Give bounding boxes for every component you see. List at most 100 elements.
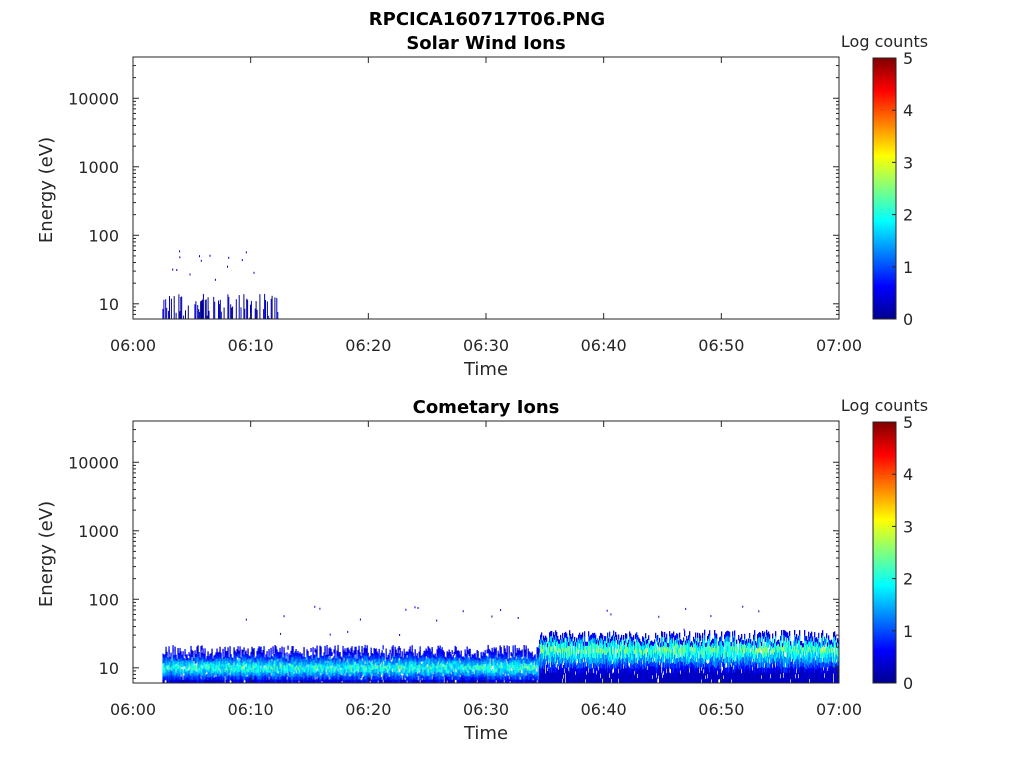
heatmap-cell [621,644,623,650]
heatmap-cell [240,670,242,674]
heatmap-cell [182,679,184,683]
heatmap-cell [676,638,678,644]
heatmap-cell [517,650,519,654]
heatmap-cell [182,657,184,662]
heatmap-cell [604,640,606,647]
heatmap-cell [387,657,389,662]
heatmap-cell [649,651,651,656]
heatmap-cell [608,638,610,644]
heatmap-cell [668,679,670,683]
heatmap-cell [608,651,610,657]
heatmap-cell [378,671,380,676]
heatmap-cell [221,668,223,672]
heatmap-cell [369,655,371,660]
heatmap-cell [580,668,582,674]
heatmap-cell [199,255,200,258]
heatmap-cell [518,658,520,663]
heatmap-cell [499,671,501,677]
heatmap-cell [213,655,215,659]
heatmap-cell [401,670,403,675]
heatmap-cell [556,642,558,648]
heatmap-cell [227,668,229,673]
heatmap-cell [328,679,330,683]
heatmap-cell [301,680,303,683]
heatmap-cell [171,680,173,683]
heatmap-cell [191,649,193,654]
heatmap-cell [371,656,373,661]
y-tick-label: 10000 [68,89,119,108]
heatmap-cell [205,677,207,681]
heatmap-cell [380,664,382,669]
heatmap-cell [403,676,405,681]
heatmap-cell [574,678,576,683]
heatmap-cell [186,674,188,678]
heatmap-cell [366,645,368,650]
heatmap-cell [403,679,405,683]
heatmap-cell [324,660,326,666]
heatmap-cell [481,661,483,665]
heatmap-cell [440,649,442,654]
heatmap-cell [315,679,317,683]
heatmap-cell [493,647,495,652]
heatmap-cell [555,646,557,652]
heatmap-cell [634,649,636,655]
heatmap-cell [182,660,184,665]
heatmap-cell [262,669,264,674]
heatmap-cell [568,662,570,668]
heatmap-cell [390,677,392,681]
heatmap-cell [210,665,212,669]
heatmap-cell [558,648,560,653]
heatmap-cell [647,656,649,662]
heatmap-cell [442,660,444,664]
heatmap-cell [328,648,330,653]
heatmap-cell [630,643,632,649]
heatmap-cell [342,645,344,651]
heatmap-cell [253,655,255,660]
heatmap-cell [541,637,543,644]
heatmap-cell [373,648,375,653]
panel-title: Solar Wind Ions [406,33,565,54]
heatmap-cell [222,672,224,677]
heatmap-cell [602,634,604,641]
heatmap-cell [186,654,188,658]
heatmap-cell [289,674,291,678]
heatmap-cell [463,677,465,682]
heatmap-cell [287,679,289,683]
heatmap-cell [175,666,177,670]
heatmap-cell [221,666,223,669]
heatmap-cell [573,649,575,655]
heatmap-cell [332,680,334,683]
heatmap-cell [169,296,170,319]
heatmap-cell [476,663,478,668]
heatmap-cell [567,655,569,661]
heatmap-cell [303,672,305,677]
heatmap-cell [645,668,647,674]
heatmap-cell [488,659,490,664]
heatmap-cell [504,679,506,683]
heatmap-cell [348,649,350,654]
heatmap-cell [300,659,302,664]
heatmap-cell [447,673,449,678]
heatmap-cell [246,654,248,658]
heatmap-cell [514,660,516,665]
heatmap-cell [324,645,326,651]
heatmap-cell [230,659,232,664]
heatmap-cell [408,679,410,683]
heatmap-cell [623,678,625,683]
heatmap-cell [275,646,277,651]
heatmap-cell [622,658,624,663]
heatmap-cell [235,661,237,666]
heatmap-cell [606,655,608,660]
heatmap-cell [481,672,483,676]
heatmap-cell [222,659,224,663]
heatmap-cell [454,671,456,677]
heatmap-cell [177,655,179,660]
heatmap-cell [200,301,202,319]
heatmap-cell [205,669,207,673]
heatmap-cell [294,654,296,659]
heatmap-cell [280,661,282,666]
heatmap-cell [457,679,459,683]
heatmap-cell [234,654,236,659]
heatmap-cell [676,648,678,654]
heatmap-cell [425,662,427,667]
